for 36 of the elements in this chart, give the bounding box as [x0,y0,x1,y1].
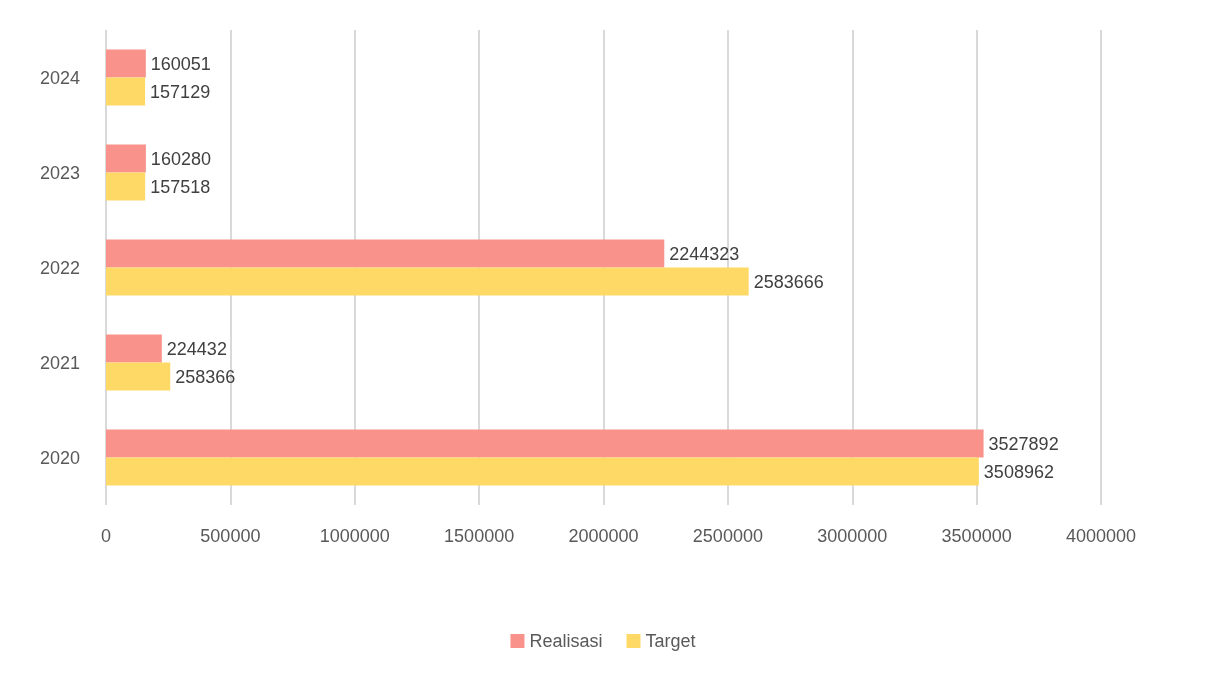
data-label: 3527892 [988,433,1059,454]
legend-label: Target [645,631,696,651]
bar [106,334,162,363]
bar [106,362,171,391]
data-label: 160280 [150,148,211,169]
x-tick-label: 4000000 [1065,526,1137,546]
bar [106,457,979,486]
data-label: 157129 [150,81,211,102]
y-tick-label: 2024 [39,67,80,88]
x-tick-label: 2500000 [692,526,763,546]
y-tick-label: 2020 [39,447,80,468]
bar [106,144,146,173]
bar [106,239,665,268]
data-label: 160051 [150,53,211,74]
x-tick-label: 1000000 [319,526,390,546]
data-label: 2244323 [669,243,740,264]
y-tick-label: 2022 [39,257,80,278]
data-label: 224432 [166,338,227,359]
x-tick-label: 500000 [200,526,261,546]
bar [106,172,146,201]
y-tick-label: 2021 [39,352,80,373]
data-label: 258366 [175,366,236,387]
legend-label: Realisasi [529,631,603,651]
x-tick-label: 2000000 [568,526,639,546]
y-tick-label: 2023 [39,162,80,183]
x-tick-label: 1500000 [444,526,515,546]
data-label: 2583666 [753,271,824,292]
data-label: 157518 [150,176,211,197]
x-tick-label: 3000000 [817,526,888,546]
bar [106,49,146,78]
x-tick-label: 0 [100,526,112,546]
data-label: 3508962 [983,461,1054,482]
x-tick-label: 3500000 [941,526,1012,546]
bar [106,429,984,458]
bar [106,77,146,106]
bar [106,267,749,296]
